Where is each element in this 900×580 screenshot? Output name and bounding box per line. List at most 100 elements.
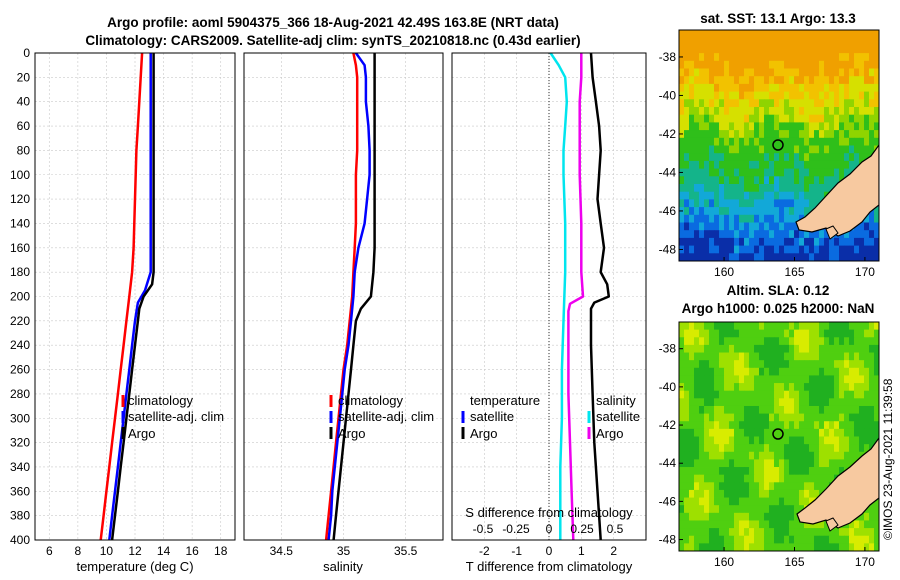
heatmap-cell <box>759 184 765 193</box>
heatmap-cell <box>684 60 690 69</box>
heatmap-cell <box>844 344 850 353</box>
heatmap-cell <box>679 467 685 476</box>
heatmap-cell <box>789 230 795 239</box>
heatmap-cell <box>814 467 820 476</box>
series-line-satellite-adj-clim <box>108 53 152 540</box>
heatmap-cell <box>794 367 800 376</box>
heatmap-cell <box>739 160 745 169</box>
salinity-xlabel: salinity <box>323 559 363 574</box>
heatmap-cell <box>779 30 785 39</box>
heatmap-cell <box>729 122 735 131</box>
heatmap-cell <box>754 520 760 529</box>
heatmap-cell <box>734 489 740 498</box>
heatmap-cell <box>834 91 840 100</box>
heatmap-cell <box>724 114 730 123</box>
heatmap-cell <box>799 37 805 46</box>
heatmap-cell <box>734 68 740 77</box>
heatmap-cell <box>839 322 845 331</box>
heatmap-cell <box>839 390 845 399</box>
heatmap-cell <box>764 444 770 453</box>
heatmap-cell <box>709 390 715 399</box>
heatmap-cell <box>719 497 725 506</box>
heatmap-cell <box>844 37 850 46</box>
heatmap-cell <box>694 535 700 544</box>
heatmap-cell <box>819 153 825 162</box>
heatmap-cell <box>789 505 795 514</box>
heatmap-cell <box>704 482 710 491</box>
heatmap-cell <box>829 459 835 468</box>
heatmap-cell <box>709 37 715 46</box>
heatmap-cell <box>699 60 705 69</box>
heatmap-cell <box>724 60 730 69</box>
heatmap-cell <box>759 405 765 414</box>
heatmap-cell <box>854 383 860 392</box>
heatmap-cell <box>784 360 790 369</box>
heatmap-cell <box>764 535 770 544</box>
heatmap-cell <box>804 489 810 498</box>
heatmap-cell <box>849 253 855 261</box>
heatmap-cell <box>774 474 780 483</box>
heatmap-cell <box>829 352 835 361</box>
heatmap-cell <box>699 45 705 54</box>
heatmap-cell <box>874 413 879 422</box>
heatmap-cell <box>754 137 760 146</box>
heatmap-cell <box>759 191 765 200</box>
heatmap-cell <box>814 398 820 407</box>
map-y-tick-label: -38 <box>659 50 677 64</box>
heatmap-cell <box>794 489 800 498</box>
heatmap-cell <box>869 107 875 116</box>
heatmap-cell <box>689 137 695 146</box>
sla-map-frame <box>678 321 880 552</box>
heatmap-cell <box>784 191 790 200</box>
heatmap-cell <box>814 53 820 62</box>
heatmap-cell <box>709 405 715 414</box>
heatmap-cell <box>794 253 800 261</box>
heatmap-cell <box>779 253 785 261</box>
heatmap-cell <box>679 405 685 414</box>
heatmap-cell <box>744 99 750 108</box>
heatmap-cell <box>799 489 805 498</box>
heatmap-cell <box>704 413 710 422</box>
heatmap-cell <box>784 222 790 231</box>
heatmap-cell <box>789 122 795 131</box>
heatmap-cell <box>724 459 730 468</box>
heatmap-cell <box>704 344 710 353</box>
heatmap-cell <box>814 474 820 483</box>
heatmap-cell <box>724 405 730 414</box>
heatmap-cell <box>824 168 830 177</box>
heatmap-cell <box>739 45 745 54</box>
heatmap-cell <box>794 60 800 69</box>
heatmap-cell <box>694 153 700 162</box>
heatmap-cell <box>699 176 705 185</box>
heatmap-cell <box>724 30 730 39</box>
heatmap-cell <box>704 512 710 521</box>
heatmap-cell <box>789 367 795 376</box>
heatmap-cell <box>794 37 800 46</box>
heatmap-cell <box>769 176 775 185</box>
difference-legend-right: salinity satellite Argo <box>587 393 640 441</box>
heatmap-cell <box>684 184 690 193</box>
heatmap-cell <box>809 467 815 476</box>
heatmap-cell <box>734 413 740 422</box>
heatmap-cell <box>719 168 725 177</box>
heatmap-cell <box>829 543 835 551</box>
heatmap-cell <box>704 168 710 177</box>
heatmap-cell <box>754 253 760 261</box>
heatmap-cell <box>749 528 755 537</box>
heatmap-cell <box>804 405 810 414</box>
heatmap-cell <box>869 421 875 430</box>
heatmap-cell <box>859 130 865 139</box>
heatmap-cell <box>849 413 855 422</box>
heatmap-cell <box>694 322 700 331</box>
heatmap-cell <box>789 375 795 384</box>
map-x-tick-label: 160 <box>714 555 734 569</box>
heatmap-cell <box>859 444 865 453</box>
heatmap-cell <box>769 37 775 46</box>
heatmap-cell <box>739 482 745 491</box>
heatmap-cell <box>679 176 685 185</box>
heatmap-cell <box>819 184 825 193</box>
heatmap-cell <box>869 535 875 544</box>
heatmap-cell <box>849 122 855 131</box>
heatmap-cell <box>739 53 745 62</box>
heatmap-cell <box>799 168 805 177</box>
